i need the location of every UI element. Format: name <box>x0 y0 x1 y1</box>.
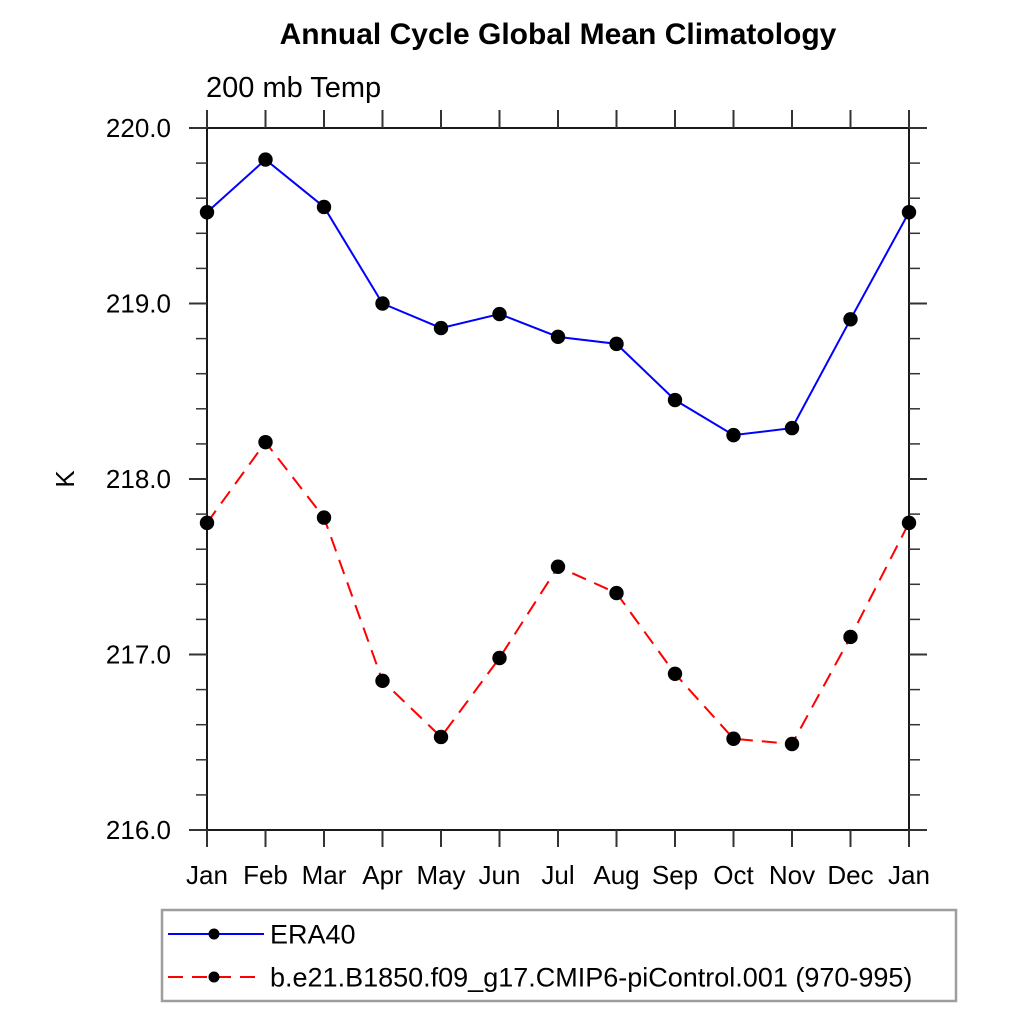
series-0-point-Mar <box>316 199 332 215</box>
series-0-point-Jun <box>492 306 507 322</box>
y-tick-label: 220.0 <box>106 113 171 143</box>
series-1-point-Nov <box>784 736 800 752</box>
x-tick-label: Apr <box>362 860 403 890</box>
chart-subtitle: 200 mb Temp <box>206 72 381 104</box>
x-axis-ticks: Jan Feb Mar Apr May Jun Jul Aug Sep Oct Nov Dec Jan <box>186 110 930 890</box>
series-1-point-Oct <box>726 731 741 746</box>
series-0-point-Feb <box>258 152 273 167</box>
series-0-point-Oct <box>726 427 741 443</box>
series-1-point-Apr <box>375 673 390 689</box>
x-tick-label: Sep <box>652 860 698 890</box>
series-0-point-Dec <box>843 312 858 327</box>
x-tick-label: Dec <box>827 860 873 890</box>
series-line-0 <box>206 158 910 437</box>
series-1-point-Aug <box>609 585 624 601</box>
data-series <box>199 152 917 752</box>
series-1-point-Jun <box>492 650 507 666</box>
x-tick-label: Feb <box>243 860 288 890</box>
x-tick-label: Jan <box>186 860 228 890</box>
legend-box <box>160 908 958 1003</box>
series-0-point-Jan <box>199 205 215 220</box>
series-1-point-Jul <box>550 559 566 574</box>
series-0-point-Jan <box>901 205 917 220</box>
series-1-point-Feb <box>258 434 273 450</box>
y-tick-label: 216.0 <box>106 815 171 845</box>
legend-sample-marker-0 <box>208 928 220 940</box>
x-tick-label: Aug <box>593 860 639 890</box>
legend-label-0: ERA40 <box>270 920 356 950</box>
series-0-point-Sep <box>667 392 683 408</box>
y-tick-label: 219.0 <box>106 289 171 319</box>
legend-sample-marker-1 <box>208 971 220 983</box>
x-tick-label: Jul <box>541 860 574 890</box>
series-1-point-Jan <box>199 515 215 531</box>
series-0-point-Apr <box>375 296 390 311</box>
series-1-point-Sep <box>667 666 683 682</box>
y-axis-label: K <box>50 470 80 488</box>
x-tick-label: Jun <box>479 860 521 890</box>
series-1-point-Mar <box>316 510 332 525</box>
y-tick-label: 218.0 <box>106 464 171 494</box>
series-1-point-Dec <box>843 629 858 645</box>
x-tick-label: Jan <box>888 860 930 890</box>
legend: ERA40 b.e21.B1850.f09_g17.CMIP6-piControl… <box>160 908 958 1003</box>
legend-label-1: b.e21.B1850.f09_g17.CMIP6-piControl.001 … <box>270 963 912 993</box>
x-tick-label: Mar <box>302 860 347 890</box>
chart-title: Annual Cycle Global Mean Climatology <box>280 18 837 51</box>
series-1-point-May <box>433 729 449 745</box>
x-tick-label: Oct <box>713 860 754 890</box>
legend-rows: ERA40 b.e21.B1850.f09_g17.CMIP6-piControl… <box>168 920 912 993</box>
x-tick-label: Nov <box>769 860 815 890</box>
series-0-point-Jul <box>550 329 566 345</box>
series-0-point-Aug <box>609 336 624 352</box>
y-axis-ticks: 216.0 217.0 218.0 219.0 220.0 <box>106 113 927 845</box>
series-line-1 <box>206 440 910 746</box>
series-0-point-May <box>433 320 449 336</box>
x-tick-label: May <box>416 860 465 890</box>
series-0-point-Nov <box>784 420 800 436</box>
plot-frame <box>206 127 910 831</box>
series-1-point-Jan <box>901 515 917 531</box>
y-tick-label: 217.0 <box>106 640 171 670</box>
